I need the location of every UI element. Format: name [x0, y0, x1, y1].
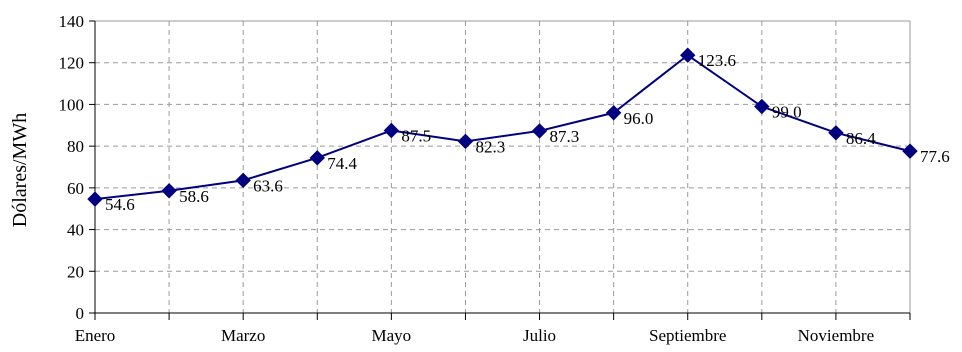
x-tick-label: Marzo	[221, 326, 265, 345]
data-point	[235, 172, 251, 189]
x-tick-label: Noviembre	[798, 326, 874, 345]
y-tick-label: 80	[67, 137, 84, 156]
data-label: 123.6	[698, 51, 736, 70]
data-label: 99.0	[772, 103, 802, 122]
x-tick-label: Mayo	[372, 326, 412, 345]
data-point	[161, 183, 177, 199]
x-tick-label: Septiembre	[649, 326, 726, 345]
y-tick-labels: 0 20 40 60 80 100 120 140	[59, 12, 85, 323]
series-line	[94, 53, 911, 201]
data-label: 63.6	[253, 176, 283, 195]
data-label: 77.6	[920, 147, 950, 166]
data-label: 96.0	[624, 109, 654, 128]
data-point	[902, 143, 918, 159]
y-tick-label: 100	[59, 95, 85, 114]
x-tick-label: Enero	[75, 326, 116, 345]
data-label: 82.3	[475, 137, 505, 156]
y-tick-label: 120	[59, 54, 85, 73]
axes	[89, 20, 911, 320]
data-point	[754, 98, 770, 115]
y-tick-label: 60	[67, 179, 84, 198]
y-tick-label: 20	[67, 262, 84, 281]
data-point	[605, 105, 622, 121]
data-point	[457, 133, 474, 150]
data-labels: 54.6 58.6 63.6 74.4 87.5 82.3 87.3 96.0 123.6 99.…	[105, 51, 950, 214]
x-tick-label: Julio	[523, 326, 556, 345]
data-label: 87.5	[401, 127, 431, 146]
x-tick-labels: Enero Marzo Mayo Julio Septiembre Noviembre	[75, 326, 874, 345]
y-tick-label: 140	[59, 12, 85, 31]
y-tick-label: 40	[67, 221, 84, 240]
data-markers	[87, 47, 918, 207]
data-label: 74.4	[327, 154, 357, 173]
series-line-path	[94, 53, 911, 201]
data-point	[828, 125, 844, 141]
data-point	[383, 122, 400, 139]
data-point	[680, 47, 696, 63]
grid-lines	[95, 20, 910, 313]
data-point	[309, 150, 325, 166]
data-label: 87.3	[550, 127, 580, 146]
y-tick-label: 0	[76, 304, 85, 323]
data-point	[87, 191, 103, 207]
data-label: 58.6	[179, 187, 209, 206]
data-label: 86.4	[846, 129, 876, 148]
y-axis-label: Dólares/MWh	[9, 113, 31, 227]
data-point	[531, 123, 548, 139]
data-label: 54.6	[105, 195, 135, 214]
